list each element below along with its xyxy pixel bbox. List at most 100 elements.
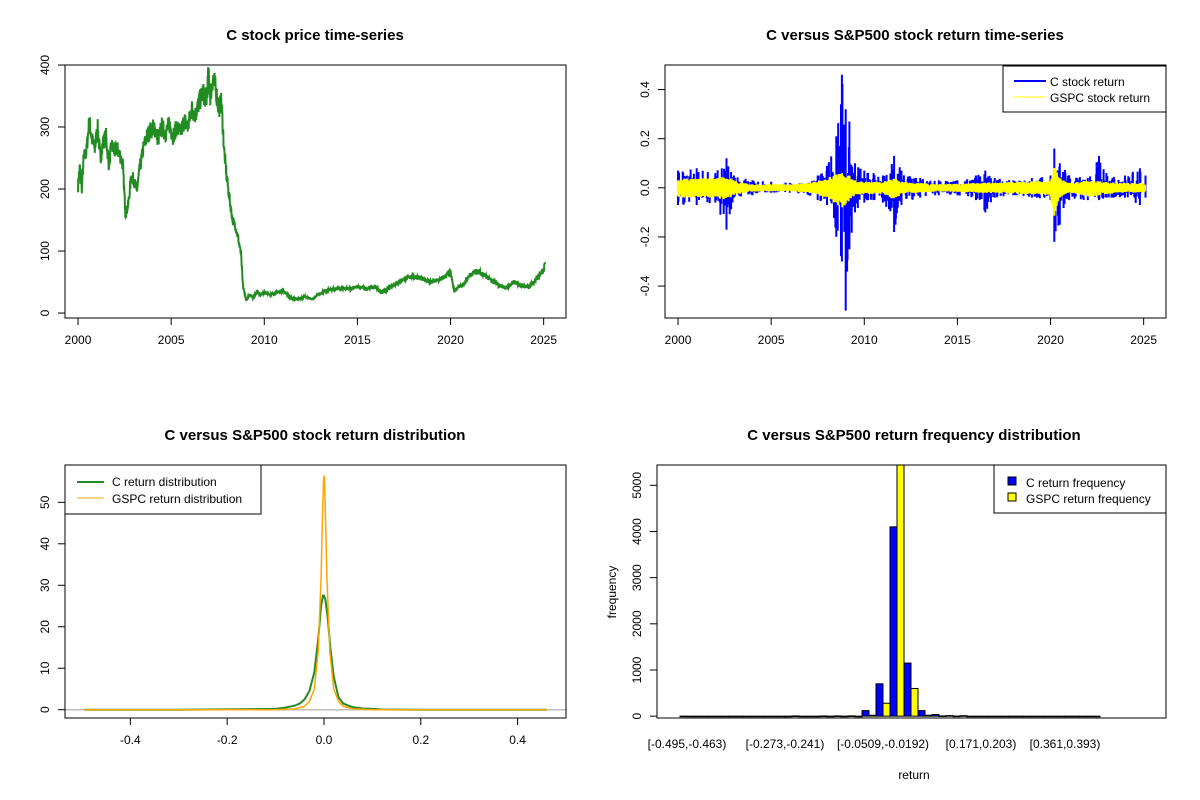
c-frequency-bar [777, 715, 786, 718]
density-y-tick-label: 30 [38, 578, 52, 592]
legend-gspc-freq-swatch [1007, 492, 1017, 502]
c-frequency-bar [1085, 715, 1094, 718]
returns-x-tick-label: 2025 [1130, 333, 1157, 347]
gspc-frequency-bar [812, 715, 821, 718]
price-x-tick-label: 2020 [437, 333, 464, 347]
gspc-frequency-bar [952, 715, 961, 718]
legend-gspc-return-label: GSPC stock return [1050, 91, 1150, 105]
returns-y-tick-label: 0.4 [638, 81, 652, 98]
returns-y-axis: -0.4 -0.2 0.0 0.2 0.4 [638, 81, 666, 296]
c-frequency-bar [679, 715, 688, 718]
returns-x-tick-label: 2020 [1037, 333, 1064, 347]
c-frequency-bar [749, 715, 758, 718]
legend-gspc-dist-label: GSPC return distribution [112, 492, 242, 506]
returns-legend: C stock return GSPC stock return [1002, 65, 1167, 113]
returns-chart-title: C versus S&P500 stock return time-series [766, 27, 1064, 44]
legend-c-freq-swatch [1007, 476, 1017, 486]
histogram-y-tick-label: 3000 [630, 564, 644, 591]
gspc-frequency-bar [742, 715, 751, 718]
legend-c-freq-label: C return frequency [1026, 476, 1125, 490]
density-x-axis: -0.4 -0.2 0.0 0.2 0.4 [120, 717, 526, 747]
panel-density: C versus S&P500 stock return distributio… [38, 427, 567, 747]
gspc-frequency-bar [756, 715, 765, 718]
histogram-legend-box [993, 464, 1167, 514]
gspc-frequency-bar [1078, 715, 1087, 718]
gspc-frequency-bar [798, 715, 807, 718]
histogram-y-axis: 0 1000 2000 3000 4000 5000 [630, 472, 658, 719]
gspc-frequency-bar [868, 714, 877, 717]
c-frequency-bar [875, 683, 884, 717]
density-y-tick-label: 20 [38, 620, 52, 634]
c-frequency-bar [1043, 715, 1052, 718]
c-frequency-bar [693, 715, 702, 718]
price-y-tick-label: 300 [38, 117, 52, 137]
gspc-frequency-bar [1036, 715, 1045, 718]
price-plot-area [77, 67, 547, 304]
c-frequency-bar [917, 710, 926, 717]
c-frequency-bar [707, 715, 716, 718]
price-chart-title: C stock price time-series [226, 27, 404, 44]
gspc-frequency-bar [700, 715, 709, 718]
price-x-tick-label: 2005 [158, 333, 185, 347]
c-frequency-bar [945, 715, 954, 717]
price-y-tick-label: 0 [38, 309, 52, 316]
returns-legend-box [1002, 65, 1167, 113]
histogram-y-tick-label: 1000 [630, 656, 644, 683]
c-frequency-bar [1015, 715, 1024, 718]
price-x-tick-label: 2000 [65, 333, 92, 347]
histogram-x-tick-label: [0.361,0.393) [1030, 737, 1101, 751]
c-density-line [84, 594, 547, 711]
density-y-tick-label: 10 [38, 661, 52, 675]
c-frequency-bar [1071, 715, 1080, 718]
c-frequency-bar [805, 715, 814, 718]
density-x-tick-label: 0.0 [316, 733, 333, 747]
returns-x-tick-label: 2010 [851, 333, 878, 347]
price-y-tick-label: 200 [38, 179, 52, 199]
histogram-plot-area [679, 464, 1101, 718]
gspc-frequency-bar [994, 715, 1003, 718]
gspc-density-line [84, 475, 547, 711]
gspc-frequency-bar [1022, 715, 1031, 718]
density-y-axis: 0 10 20 30 40 50 [38, 495, 66, 713]
density-y-tick-label: 40 [38, 537, 52, 551]
gspc-return-series [676, 168, 1147, 216]
gspc-frequency-bar [1050, 715, 1059, 718]
density-x-tick-label: -0.4 [120, 733, 141, 747]
c-frequency-bar [1057, 715, 1066, 718]
c-frequency-bar [721, 715, 730, 718]
c-frequency-bar [1001, 715, 1010, 718]
c-frequency-bar [973, 715, 982, 718]
gspc-frequency-bar [1008, 715, 1017, 718]
price-x-tick-label: 2010 [251, 333, 278, 347]
histogram-x-tick-label: [-0.273,-0.241) [746, 737, 825, 751]
returns-x-tick-label: 2015 [944, 333, 971, 347]
histogram-legend: C return frequency GSPC return frequency [993, 464, 1167, 514]
price-y-tick-label: 400 [38, 55, 52, 75]
gspc-frequency-bar [910, 687, 919, 717]
c-frequency-bar [833, 715, 842, 718]
gspc-frequency-bar [854, 715, 863, 718]
returns-y-tick-label: 0.2 [638, 130, 652, 147]
c-frequency-bar [1029, 715, 1038, 718]
gspc-frequency-bar [686, 715, 695, 718]
price-x-axis: 2000 2005 2010 2015 2020 2025 [65, 317, 557, 347]
density-y-tick-label: 0 [38, 706, 52, 713]
panel-returns: C versus S&P500 stock return time-series… [638, 27, 1167, 347]
price-y-axis: 0 100 200 300 400 [38, 55, 66, 316]
c-frequency-bar [987, 715, 996, 718]
histogram-x-tick-label: [-0.495,-0.463) [648, 737, 727, 751]
c-frequency-bar [861, 710, 870, 717]
returns-plot-area [676, 74, 1147, 311]
histogram-y-tick-label: 4000 [630, 518, 644, 545]
price-x-tick-label: 2015 [344, 333, 371, 347]
gspc-frequency-bar [770, 715, 779, 718]
c-frequency-bar [763, 715, 772, 718]
gspc-frequency-bar [924, 714, 933, 717]
histogram-y-tick-label: 0 [630, 712, 644, 719]
density-legend-box [64, 464, 262, 515]
gspc-frequency-bar [882, 702, 891, 717]
density-plot-area [65, 475, 566, 711]
histogram-y-label: frequency [605, 566, 619, 619]
c-frequency-bar [903, 662, 912, 717]
